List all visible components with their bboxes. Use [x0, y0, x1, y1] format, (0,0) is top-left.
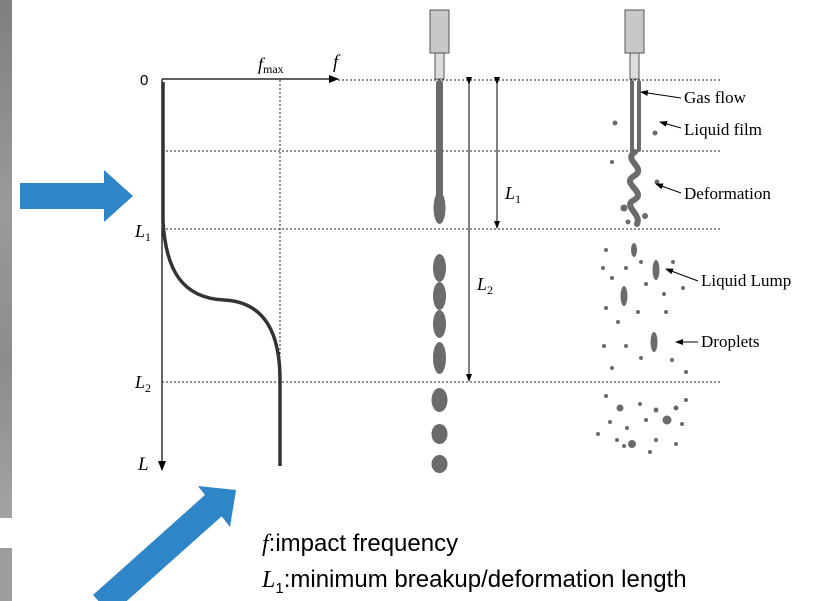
deformation-label: Deformation [684, 184, 771, 203]
dotted-guides [162, 79, 720, 383]
annotation-pointers [640, 90, 699, 345]
gas-flow-label: Gas flow [684, 88, 747, 107]
L1-axis-label: L1 [134, 221, 151, 244]
right-liquid-jet [620, 80, 648, 227]
background-image-strip [0, 0, 12, 518]
blue-diagonal-arrow [93, 486, 236, 601]
caption-breakup-length: L1:minimum breakup/deformation length [262, 566, 687, 597]
droplet-field [596, 120, 688, 454]
caption-f-text: :impact frequency [268, 530, 459, 557]
blue-right-arrow [20, 170, 133, 222]
caption-L1-symbol: L [262, 567, 276, 593]
liquid-lump-label: Liquid Lump [701, 271, 791, 290]
caption-impact-frequency: f:impact frequency [262, 530, 458, 558]
left-liquid-jet [431, 80, 448, 473]
origin-label: 0 [140, 72, 148, 89]
background-image-strip-bottom [0, 548, 12, 601]
fmax-label: fmax [258, 54, 284, 76]
L2-axis-label: L2 [134, 372, 151, 395]
L2-dimension-label: L2 [476, 274, 493, 297]
f-axis-label: f [333, 52, 341, 73]
caption-L1-subscript: 1 [275, 579, 284, 597]
caption-L1-text: :minimum breakup/deformation length [283, 566, 687, 593]
caption-f-symbol: f [262, 531, 269, 557]
L1-dimension-label: L1 [504, 183, 521, 206]
L-axis-label: L [137, 454, 149, 475]
droplets-label: Droplets [701, 332, 760, 351]
impact-frequency-curve [161, 82, 282, 466]
liquid-film-label: Liquid film [684, 120, 762, 139]
nozzle-right [624, 9, 645, 80]
nozzle-left [429, 9, 450, 80]
